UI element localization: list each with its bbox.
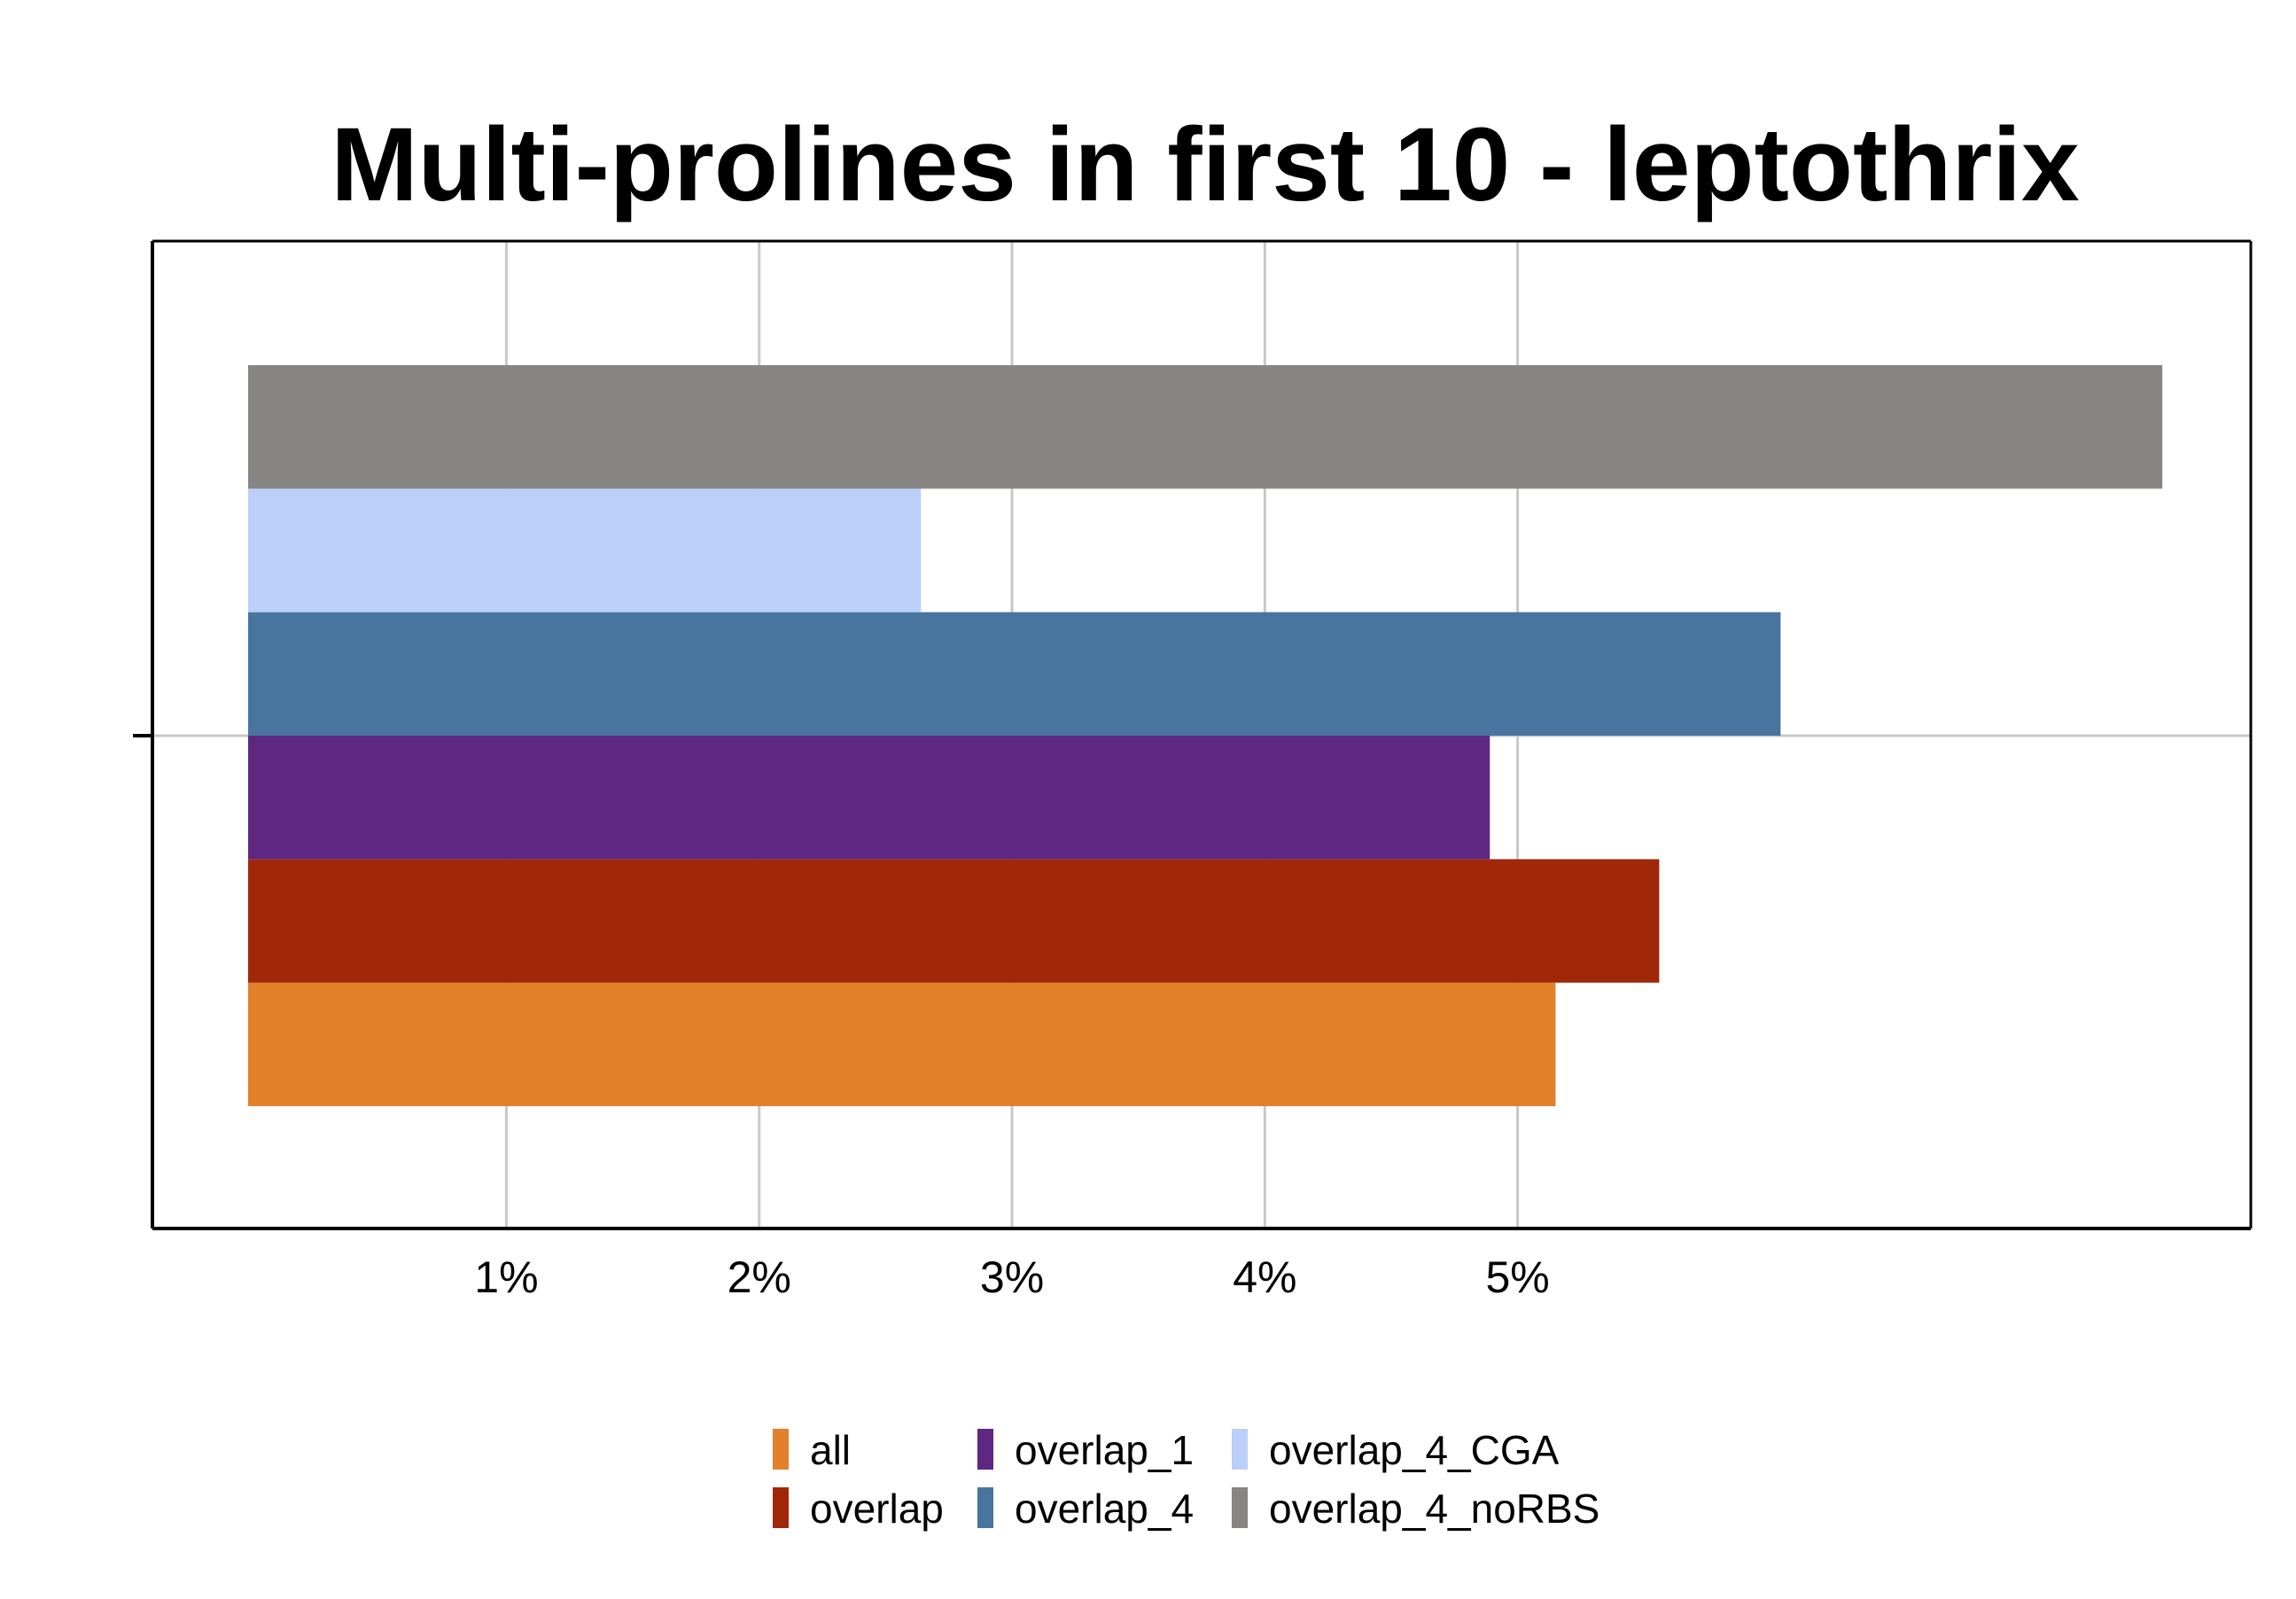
legend-key-overlap: [773, 1487, 789, 1528]
bar-all: [248, 982, 1556, 1106]
bar-overlap-4: [248, 612, 1781, 736]
legend-key-overlap-4-noRBS: [1232, 1487, 1248, 1528]
x-tick-label: 2%: [728, 1252, 791, 1302]
legend-label-overlap-1: overlap_1: [1015, 1427, 1194, 1473]
legend-label-overlap: overlap: [810, 1486, 944, 1532]
legend-key-overlap-4-CGA: [1232, 1429, 1248, 1470]
x-tick-label: 5%: [1485, 1252, 1549, 1302]
legend-label-all: all: [810, 1427, 851, 1473]
bar-overlap-4-noRBS: [248, 365, 2163, 489]
x-tick-label: 4%: [1233, 1252, 1296, 1302]
bar-overlap-4-CGA: [248, 488, 922, 612]
legend-key-all: [773, 1429, 789, 1470]
legend-label-overlap-4: overlap_4: [1015, 1486, 1194, 1532]
legend-label-overlap-4-noRBS: overlap_4_noRBS: [1269, 1486, 1599, 1532]
legend-label-overlap-4-CGA: overlap_4_CGA: [1269, 1427, 1560, 1473]
bar-overlap: [248, 859, 1660, 983]
bar-overlap-1: [248, 736, 1490, 860]
x-tick-label: 1%: [474, 1252, 538, 1302]
legend-key-overlap-1: [977, 1429, 993, 1470]
x-tick-label: 3%: [980, 1252, 1044, 1302]
legend-key-overlap-4: [977, 1487, 993, 1528]
chart-title: Multi-prolines in first 10 - leptothrix: [331, 106, 2080, 223]
